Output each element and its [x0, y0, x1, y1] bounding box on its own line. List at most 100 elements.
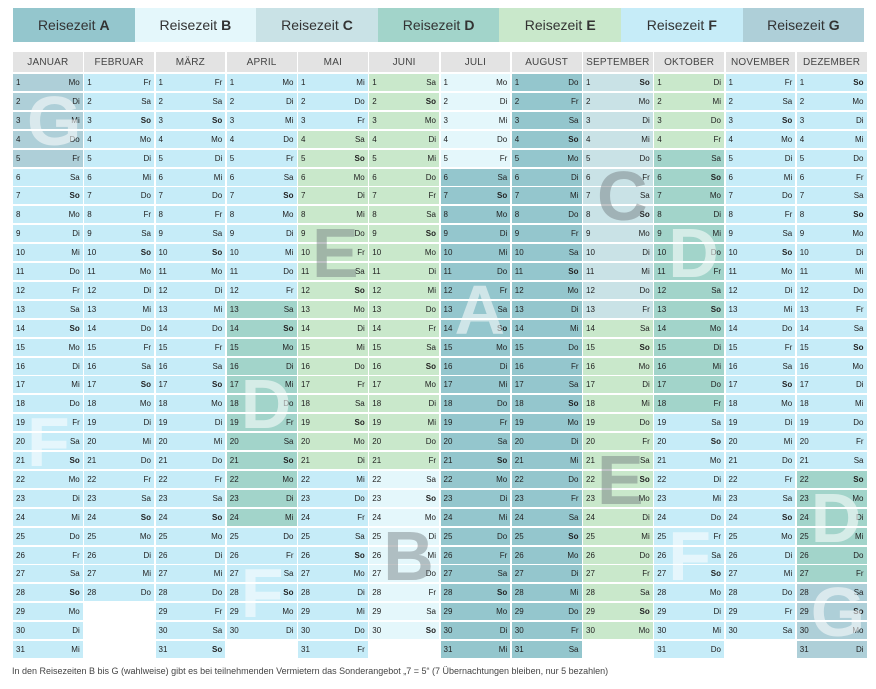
- weekday-label: Mi: [427, 285, 436, 295]
- day-number: 31: [16, 645, 25, 654]
- weekday-label: Do: [497, 531, 508, 541]
- weekday-label: So: [853, 342, 864, 352]
- day-number: 27: [443, 569, 453, 579]
- day-cell: 10 Mi: [226, 244, 297, 262]
- day-number: 16: [301, 361, 310, 371]
- legend-prefix: Reisezeit: [159, 17, 218, 33]
- weekday-label: Di: [143, 153, 151, 163]
- weekday-label: Mi: [712, 229, 721, 239]
- day-cell: 16 Di: [13, 357, 83, 375]
- day-cell: 26 Sa: [654, 546, 724, 564]
- weekday-label: Mo: [852, 361, 864, 371]
- day-number: 17: [443, 380, 453, 390]
- weekday-label: Fr: [570, 626, 579, 636]
- day-number: 24: [301, 512, 310, 522]
- weekday-label: Sa: [141, 229, 151, 239]
- weekday-label: Sa: [141, 361, 151, 371]
- day-number: 19: [301, 418, 310, 428]
- day-number: 19: [16, 418, 25, 428]
- weekday-label: Sa: [212, 96, 223, 106]
- weekday-label: Mo: [139, 134, 151, 144]
- day-cell: 21 Mi: [511, 452, 582, 469]
- day-cell: 6 So: [654, 168, 724, 186]
- weekday-label: Mo: [139, 267, 151, 276]
- weekday-label: Mo: [781, 267, 793, 276]
- weekday-label: Mo: [496, 474, 508, 484]
- day-number: 11: [799, 267, 809, 276]
- day-number: 30: [301, 626, 310, 636]
- weekday-label: Do: [425, 437, 436, 447]
- weekday-label: So: [69, 323, 80, 333]
- weekday-label: Sa: [639, 323, 650, 333]
- day-cell: 9 Di: [226, 225, 297, 243]
- day-number: 11: [728, 267, 737, 276]
- day-number: 6: [657, 172, 662, 182]
- day-number: 5: [301, 153, 306, 163]
- day-number: 31: [158, 645, 168, 654]
- weekday-label: Di: [784, 418, 793, 428]
- day-number: 27: [728, 569, 738, 579]
- weekday-label: Mi: [142, 437, 151, 447]
- weekday-label: So: [354, 153, 365, 163]
- weekday-label: Di: [285, 626, 294, 636]
- day-cell: 30 So: [369, 622, 439, 640]
- weekday-label: So: [283, 456, 294, 465]
- day-cell: 7 Do: [84, 187, 154, 205]
- day-number: 26: [799, 550, 809, 560]
- weekday-label: So: [497, 323, 508, 333]
- weekday-label: Sa: [782, 626, 793, 636]
- weekday-label: Do: [710, 248, 721, 258]
- day-number: 7: [657, 191, 662, 201]
- day-cell: 15 Di: [654, 338, 724, 356]
- day-number: 9: [514, 229, 520, 239]
- day-number: 11: [229, 267, 239, 276]
- day-number: 20: [87, 437, 97, 447]
- day-number: 20: [443, 437, 453, 447]
- day-cell: 3 Fr: [298, 111, 368, 129]
- weekday-label: Sa: [568, 248, 579, 258]
- day-cell: 4 Mi: [796, 130, 867, 148]
- day-number: 14: [514, 323, 524, 333]
- day-cell: 27 Di: [511, 565, 582, 583]
- month-header: MÄRZ: [155, 52, 226, 72]
- day-cell: 2 Mi: [654, 92, 724, 110]
- day-cell: 30 Mi: [654, 622, 724, 640]
- day-cell: 3 Mo: [369, 111, 439, 129]
- day-number: 11: [16, 267, 25, 276]
- weekday-label: Di: [72, 493, 80, 503]
- day-cell: 12 Fr: [440, 281, 511, 299]
- weekday-label: Do: [710, 645, 721, 654]
- day-cell: 27 Mi: [725, 565, 796, 583]
- day-cell: 16 Sa: [725, 357, 796, 375]
- day-number: 10: [443, 248, 453, 258]
- day-number: 2: [586, 96, 591, 106]
- day-cell: 28 Mi: [511, 584, 582, 602]
- weekday-label: Mi: [855, 399, 864, 409]
- weekday-label: Mo: [567, 153, 579, 163]
- weekday-label: Fr: [143, 210, 151, 220]
- weekday-label: Fr: [143, 474, 151, 484]
- weekday-label: So: [212, 248, 223, 258]
- day-cell: 12 Fr: [13, 281, 83, 299]
- day-cell: 8 So: [583, 206, 653, 224]
- day-cell: 22 Fr: [84, 470, 154, 488]
- day-number: 8: [586, 210, 591, 220]
- weekday-label: Di: [855, 248, 864, 258]
- weekday-label: Mi: [498, 645, 508, 654]
- day-number: 1: [158, 78, 163, 87]
- weekday-label: Sa: [69, 304, 80, 314]
- legend-letter: E: [586, 17, 596, 33]
- day-cell: 26 Fr: [226, 546, 297, 564]
- day-cell: 9 Mi: [654, 225, 724, 243]
- day-cell: 4 Sa: [298, 130, 368, 148]
- weekday-label: Do: [140, 191, 151, 201]
- day-number: 24: [514, 512, 524, 522]
- day-cell: 13 Fr: [796, 300, 867, 318]
- day-cell: 12 So: [298, 281, 368, 299]
- weekday-label: Di: [713, 342, 721, 352]
- weekday-label: Fr: [72, 550, 80, 560]
- day-number: 10: [158, 248, 168, 258]
- weekday-label: Mo: [139, 399, 151, 409]
- day-number: 3: [443, 115, 448, 125]
- day-cell: 10 So: [84, 244, 154, 262]
